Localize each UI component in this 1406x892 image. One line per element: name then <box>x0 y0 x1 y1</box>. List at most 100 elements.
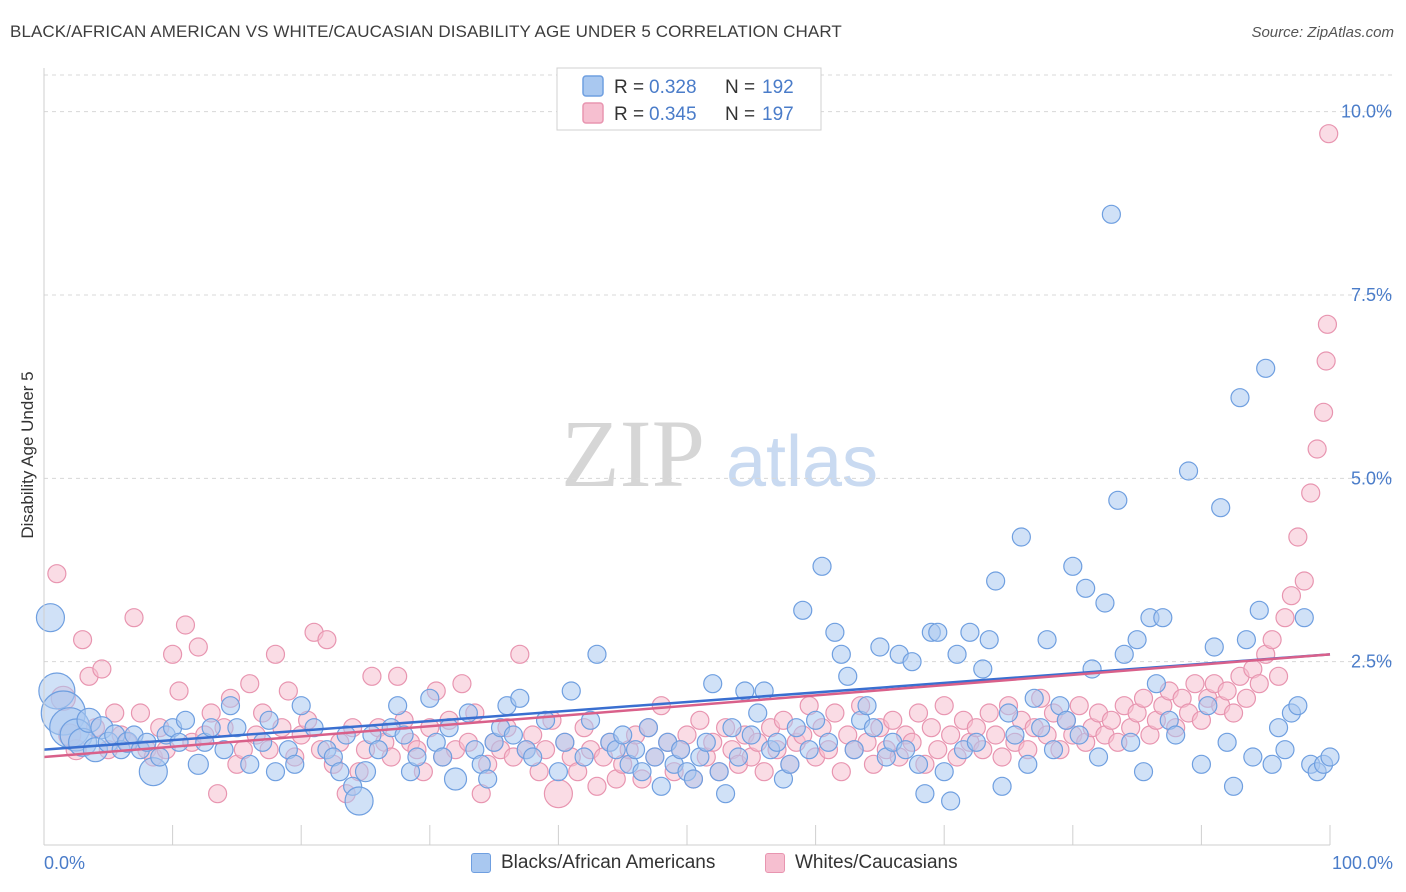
point-blacks <box>1249 600 1269 620</box>
point-blacks <box>220 696 241 716</box>
point-blacks <box>1153 608 1173 628</box>
point-blacks <box>187 753 209 775</box>
point-blacks <box>741 725 761 745</box>
point-blacks <box>722 718 742 738</box>
point-whites <box>1301 483 1321 503</box>
point-blacks <box>941 791 961 811</box>
grid <box>44 74 1392 663</box>
point-whites <box>690 710 710 730</box>
point-blacks <box>709 762 729 782</box>
legend-label-whites: Whites/Caucasians <box>795 852 958 873</box>
legend-stats-swatch <box>582 75 604 97</box>
point-whites <box>1294 571 1314 591</box>
point-blacks <box>388 696 408 716</box>
point-blacks <box>934 762 954 782</box>
point-blacks <box>1005 725 1025 745</box>
point-blacks <box>1024 688 1044 708</box>
point-blacks <box>683 769 704 789</box>
legend-item-whites: Whites/Caucasians <box>765 852 958 874</box>
point-blacks <box>1082 659 1102 679</box>
point-whites <box>908 703 929 723</box>
trend-lines <box>43 653 1331 759</box>
y-axis-label: Disability Age Under 5 <box>18 371 37 538</box>
point-whites <box>265 644 286 664</box>
point-whites <box>825 703 845 723</box>
watermark-zip: ZIP <box>561 400 705 507</box>
point-blacks <box>1230 388 1250 408</box>
point-whites <box>130 703 151 723</box>
point-blacks <box>960 622 980 642</box>
point-blacks <box>407 747 427 767</box>
point-whites <box>1313 402 1334 422</box>
point-blacks <box>1037 630 1057 650</box>
point-blacks <box>831 644 851 664</box>
point-blacks <box>253 732 273 752</box>
point-whites <box>317 630 337 650</box>
point-blacks <box>947 644 967 664</box>
point-blacks <box>368 740 388 760</box>
legend-n-label: N = <box>725 77 755 98</box>
point-whites <box>587 776 607 796</box>
point-blacks <box>1121 732 1141 752</box>
point-blacks <box>844 740 864 760</box>
point-blacks <box>1268 718 1289 738</box>
point-blacks <box>992 776 1012 796</box>
point-blacks <box>1056 710 1076 730</box>
point-blacks <box>1223 776 1244 796</box>
point-blacks <box>265 762 286 782</box>
point-blacks <box>510 688 530 708</box>
point-blacks <box>394 725 414 745</box>
point-blacks <box>1011 527 1031 547</box>
point-whites <box>208 784 228 804</box>
y-tick-label: 7.5% <box>1351 285 1392 305</box>
x-tick-label-max: 100.0% <box>1332 853 1393 873</box>
source-label: Source: ZipAtlas.com <box>1251 24 1394 41</box>
axes: 2.5% 5.0% 7.5% 10.0% 0.0% 100.0% <box>43 68 1393 873</box>
point-blacks <box>503 725 523 745</box>
point-whites <box>510 644 530 664</box>
point-whites <box>169 681 189 701</box>
point-blacks <box>433 747 453 767</box>
point-blacks <box>1288 696 1308 716</box>
point-whites <box>92 659 112 679</box>
point-blacks <box>1114 644 1134 664</box>
point-whites <box>1223 703 1244 723</box>
point-whites <box>979 703 999 723</box>
point-blacks <box>670 740 691 760</box>
point-blacks <box>336 725 356 745</box>
point-blacks <box>291 696 311 716</box>
series-blacks-points <box>35 204 1340 816</box>
point-blacks <box>966 732 986 752</box>
point-blacks <box>1262 754 1282 774</box>
point-blacks <box>1069 725 1089 745</box>
point-whites <box>1262 630 1282 650</box>
point-blacks <box>561 681 581 701</box>
point-blacks <box>638 718 659 738</box>
point-blacks <box>748 703 768 723</box>
point-whites <box>388 666 408 686</box>
point-blacks <box>1178 461 1199 481</box>
point-blacks <box>1320 747 1340 767</box>
point-blacks <box>580 710 601 730</box>
point-blacks <box>285 754 305 774</box>
point-whites <box>278 681 298 701</box>
point-blacks <box>625 740 646 760</box>
point-blacks <box>175 710 196 730</box>
y-tick-label: 5.0% <box>1351 468 1392 488</box>
point-blacks <box>478 769 498 789</box>
point-blacks <box>793 600 813 620</box>
point-blacks <box>1243 747 1263 767</box>
point-blacks <box>1133 762 1154 782</box>
point-blacks <box>330 762 350 782</box>
legend-r-label: R = <box>614 77 644 98</box>
point-whites <box>188 637 208 657</box>
point-whites <box>992 747 1012 767</box>
point-blacks <box>555 732 575 752</box>
point-whites <box>47 564 67 584</box>
point-blacks <box>838 666 858 686</box>
point-blacks <box>998 703 1019 723</box>
point-blacks <box>439 718 459 738</box>
point-blacks <box>443 767 468 791</box>
point-blacks <box>1211 498 1231 518</box>
